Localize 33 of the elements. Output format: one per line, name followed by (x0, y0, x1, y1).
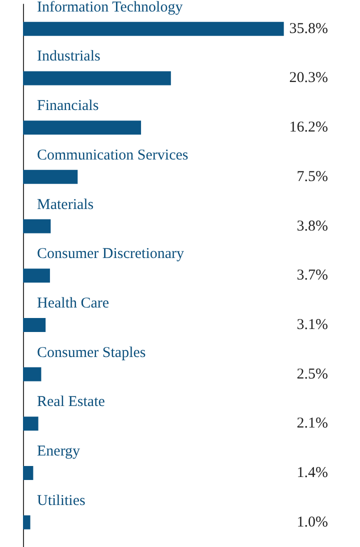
data-label: 20.3% (289, 70, 328, 86)
bar (23, 367, 42, 382)
bar (23, 170, 78, 184)
bar (23, 219, 51, 234)
bar (23, 120, 142, 135)
y-tick-label: Health Care (37, 295, 110, 312)
bar (23, 22, 284, 36)
y-tick-label: Communication Services (37, 147, 188, 164)
y-tick-label: Real Estate (37, 394, 106, 410)
y-tick-label: Consumer Staples (37, 344, 146, 361)
y-tick-label: Consumer Discretionary (37, 246, 185, 262)
data-label: 7.5% (296, 168, 328, 185)
data-label: 2.1% (296, 416, 328, 432)
data-label: 3.8% (296, 218, 328, 234)
bar (23, 466, 34, 480)
y-tick-label: Materials (37, 196, 94, 213)
bar (23, 416, 38, 431)
data-label: 16.2% (289, 120, 328, 136)
y-tick-label: Information Technology (37, 0, 184, 16)
data-label: 2.5% (296, 366, 328, 382)
y-tick-label: Utilities (37, 492, 86, 509)
data-label: 35.8% (289, 20, 328, 37)
bar (23, 318, 46, 332)
data-label: 1.4% (296, 464, 328, 481)
data-label: 3.7% (296, 268, 328, 284)
data-label: 1.0% (296, 514, 328, 530)
bar (23, 515, 30, 530)
y-tick-label: Industrials (37, 48, 100, 65)
bar (23, 268, 50, 283)
y-tick-label: Financials (37, 98, 99, 114)
y-tick-label: Energy (37, 443, 81, 460)
bar (23, 71, 171, 86)
data-label: 3.1% (296, 316, 328, 333)
